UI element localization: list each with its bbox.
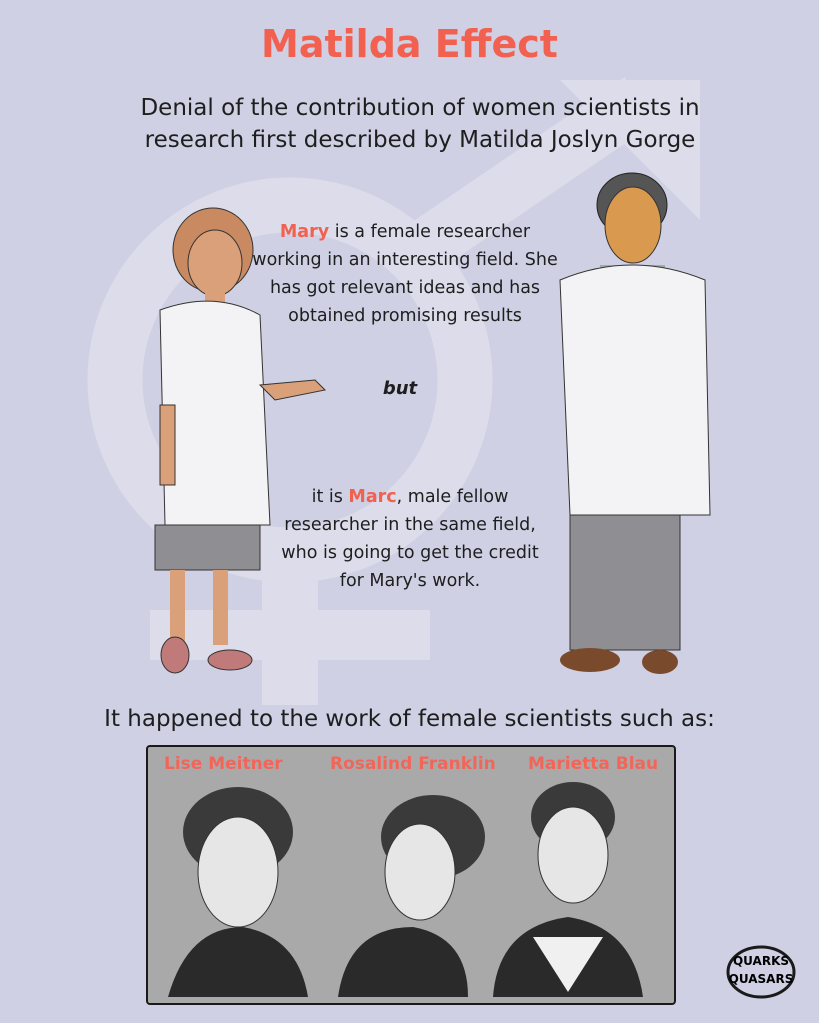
- scientist-name: Lise Meitner: [164, 754, 283, 774]
- marc-name: Marc: [348, 487, 397, 507]
- svg-text:QUASARS: QUASARS: [729, 972, 794, 986]
- scientist-name: Rosalind Franklin: [330, 754, 496, 774]
- mary-name: Mary: [279, 222, 330, 242]
- subtitle: Denial of the contribution of women scie…: [140, 95, 700, 153]
- marc-text: , male fellow researcher in the same fie…: [281, 487, 539, 591]
- portrait-rosalind-franklin: [338, 795, 485, 997]
- mary-text: is a female researcher working in an int…: [252, 222, 558, 326]
- mary-description: Mary is a female researcher working in a…: [250, 218, 560, 330]
- female-scientist-illustration: [154, 207, 327, 674]
- marc-description: it is Marc, male fellow researcher in th…: [275, 483, 545, 595]
- portrait-lise-meitner: [168, 787, 308, 997]
- marc-prefix: it is: [311, 487, 349, 507]
- portrait-marietta-blau: [493, 782, 643, 997]
- quarks-to-quasars-logo: QUARKS QUASARS: [726, 945, 796, 999]
- male-scientist-illustration: [559, 172, 711, 674]
- examples-heading: It happened to the work of female scient…: [104, 706, 715, 732]
- svg-text:QUARKS: QUARKS: [733, 954, 789, 968]
- connector-text: but: [382, 378, 418, 399]
- scientist-name: Marietta Blau: [528, 754, 659, 774]
- page-title: Matilda Effect: [261, 22, 558, 66]
- scientists-panel: Lise Meitner Rosalind Franklin Marietta …: [146, 745, 676, 1005]
- scientist-portraits: [168, 782, 643, 997]
